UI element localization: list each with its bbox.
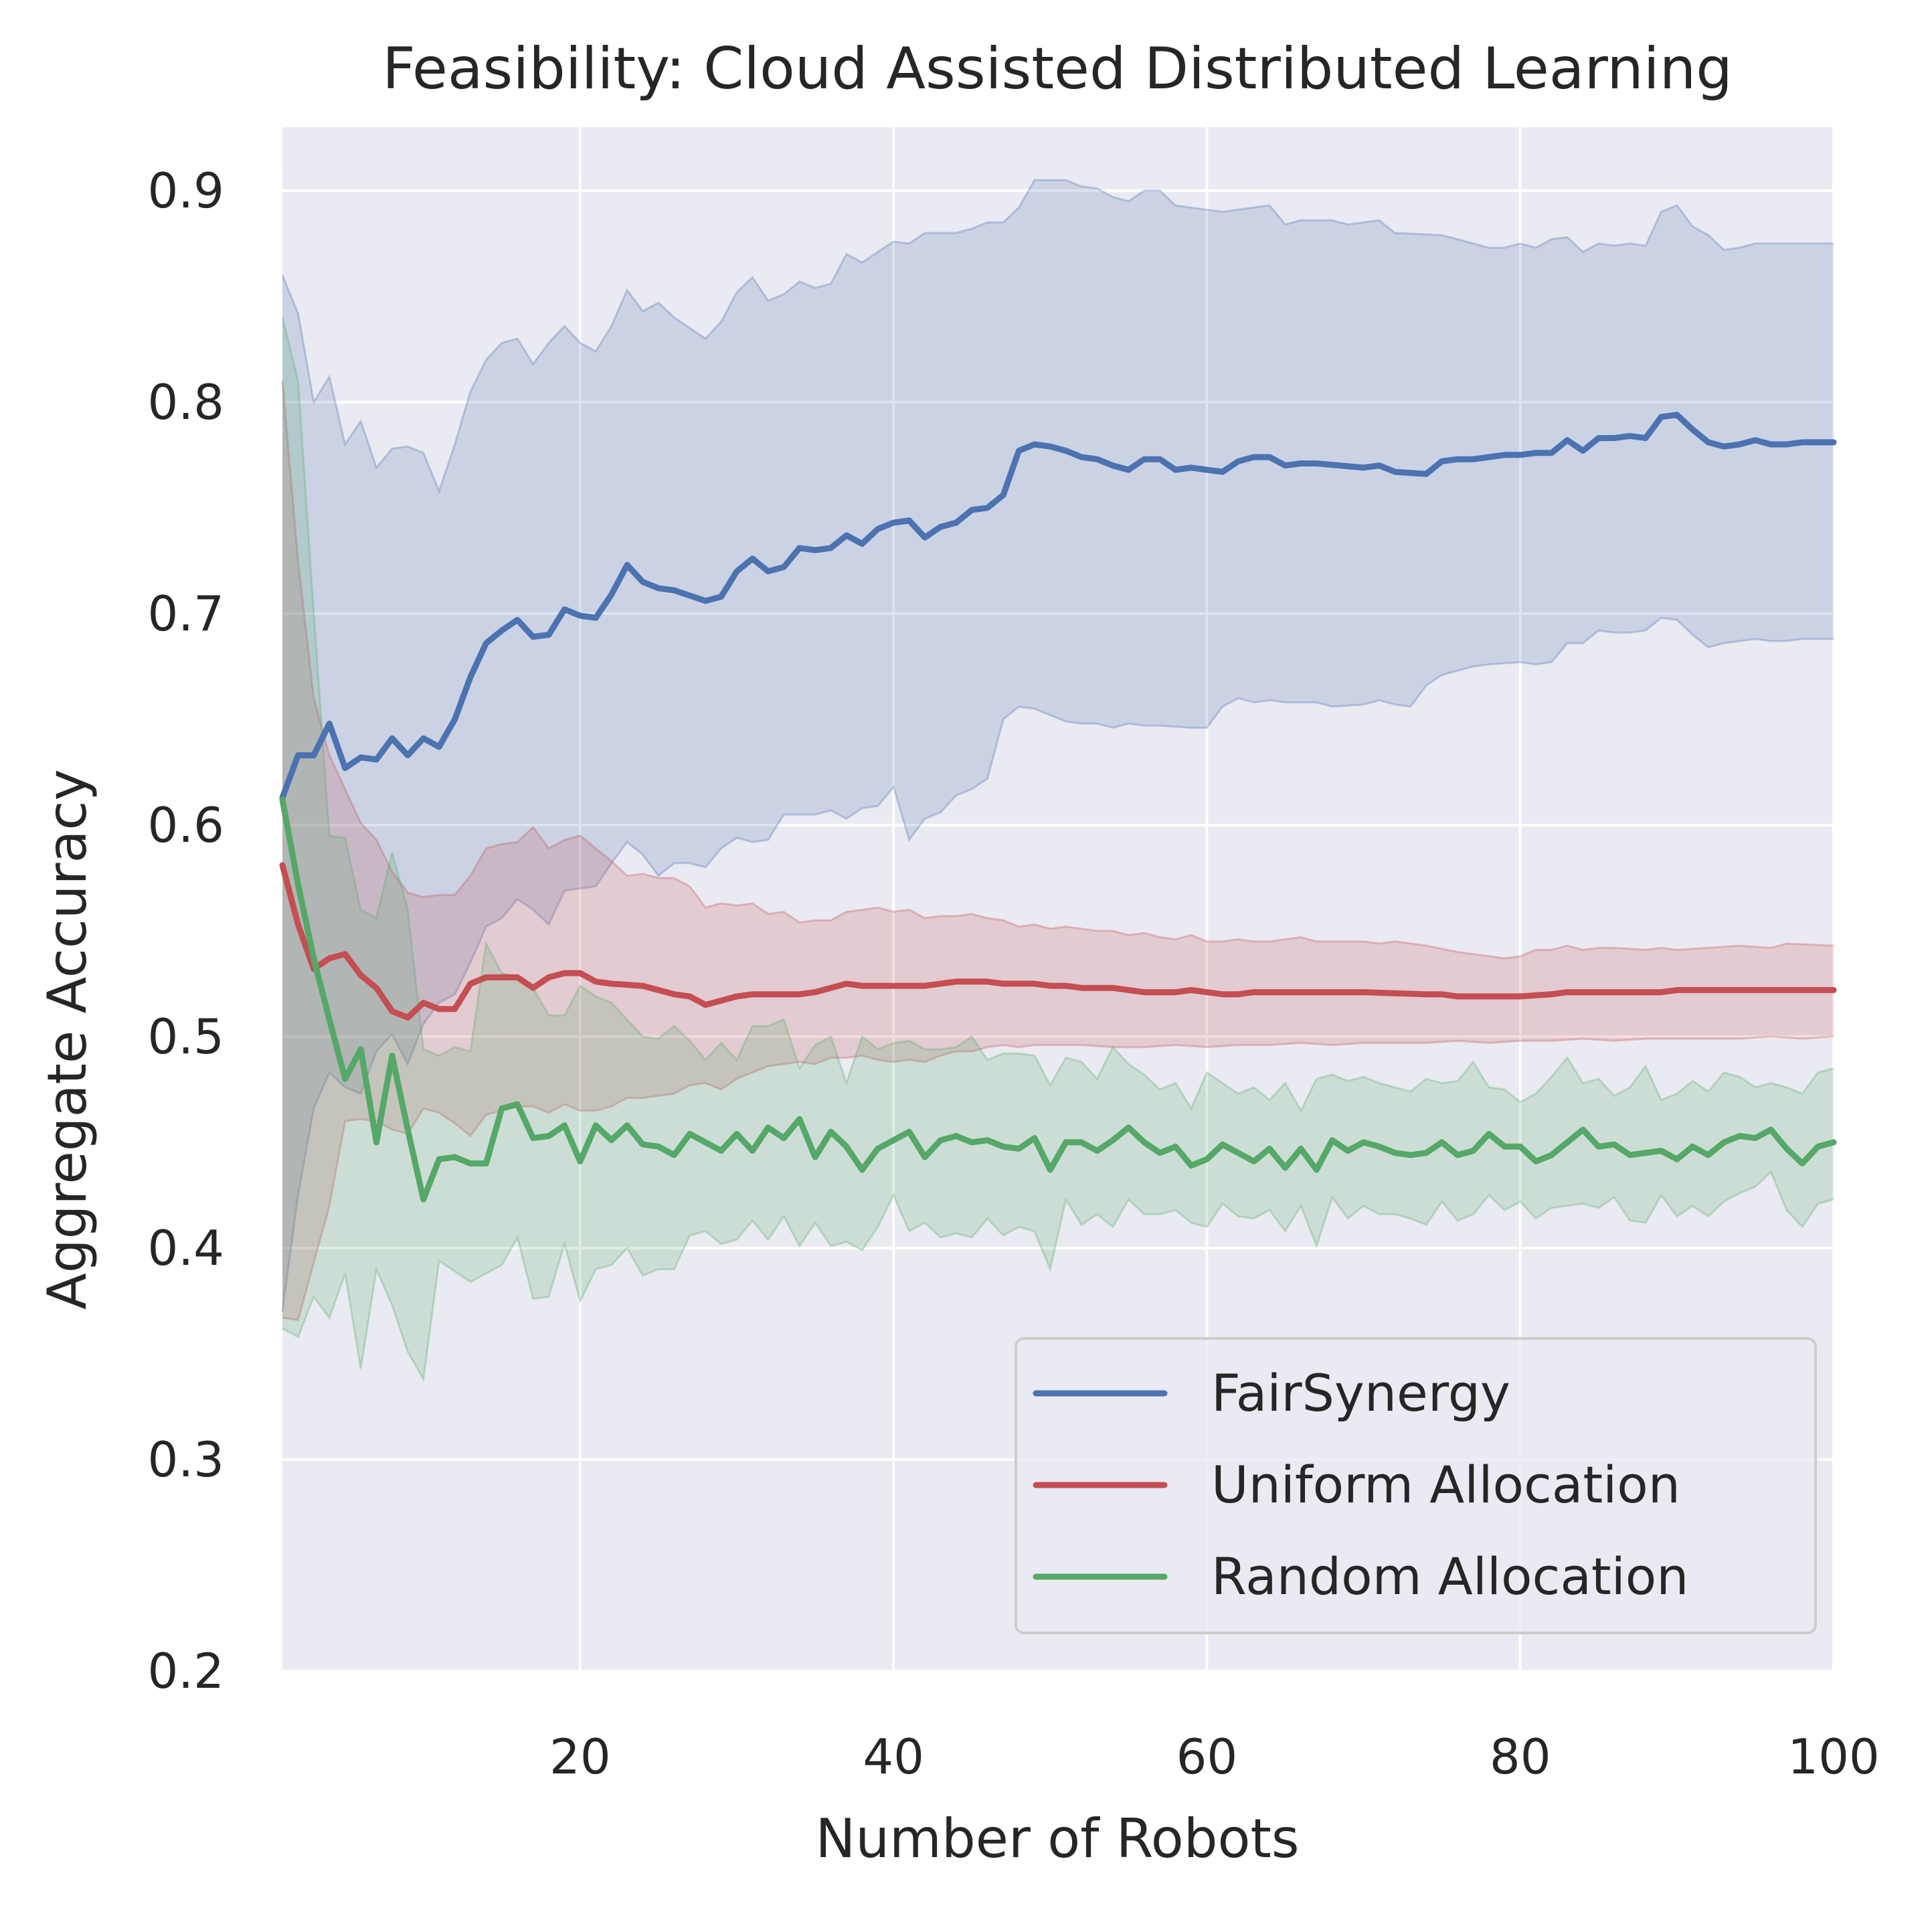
band-lower-edge-1 [282, 1035, 1834, 1322]
band-upper-edge-0 [281, 179, 1834, 494]
series-line-2 [279, 796, 1837, 1203]
y-axis-label: Aggregate Accuracy [36, 769, 98, 1310]
y-tick-label: 0.4 [147, 1220, 224, 1276]
y-tick-labels: 0.2 0.3 0.4 0.5 0.6 0.7 0.8 0.9 [147, 163, 224, 1699]
legend-label-0: FairSynergy [1211, 1363, 1510, 1423]
x-tick-label: 60 [1176, 1729, 1238, 1785]
band-lower-edge-2 [282, 1170, 1834, 1383]
legend: FairSynergy Uniform Allocation Random Allo… [1015, 1337, 1817, 1634]
x-tick-labels: 20 40 60 80 100 [549, 1729, 1880, 1785]
band-upper-edge-2 [281, 317, 1834, 1113]
y-tick-label: 0.2 [147, 1643, 224, 1699]
series-line-0 [279, 412, 1837, 801]
y-tick-label: 0.8 [147, 374, 224, 430]
y-tick-label: 0.5 [147, 1009, 224, 1065]
legend-label-1: Uniform Allocation [1211, 1455, 1680, 1514]
legend-label-2: Random Allocation [1211, 1547, 1688, 1606]
series-lines [279, 412, 1837, 1203]
chart-title: Feasibility: Cloud Assisted Distributed … [382, 35, 1733, 102]
x-tick-label: 100 [1787, 1729, 1879, 1785]
series-line-1 [279, 862, 1837, 1021]
x-axis-label: Number of Robots [815, 1808, 1299, 1870]
legend-box [1015, 1337, 1817, 1634]
confidence-band-1 [282, 381, 1834, 1320]
y-tick-label: 0.7 [147, 586, 224, 642]
y-tick-label: 0.3 [147, 1431, 224, 1488]
y-tick-label: 0.6 [147, 797, 224, 853]
band-lower-edge-0 [281, 616, 1834, 1312]
band-upper-edge-1 [281, 381, 1834, 960]
confidence-band-2 [282, 317, 1834, 1379]
x-tick-label: 40 [863, 1729, 924, 1785]
x-tick-label: 20 [549, 1729, 611, 1785]
grid-lines [282, 127, 1835, 1672]
y-tick-label: 0.9 [147, 163, 224, 219]
x-tick-label: 80 [1490, 1729, 1551, 1785]
